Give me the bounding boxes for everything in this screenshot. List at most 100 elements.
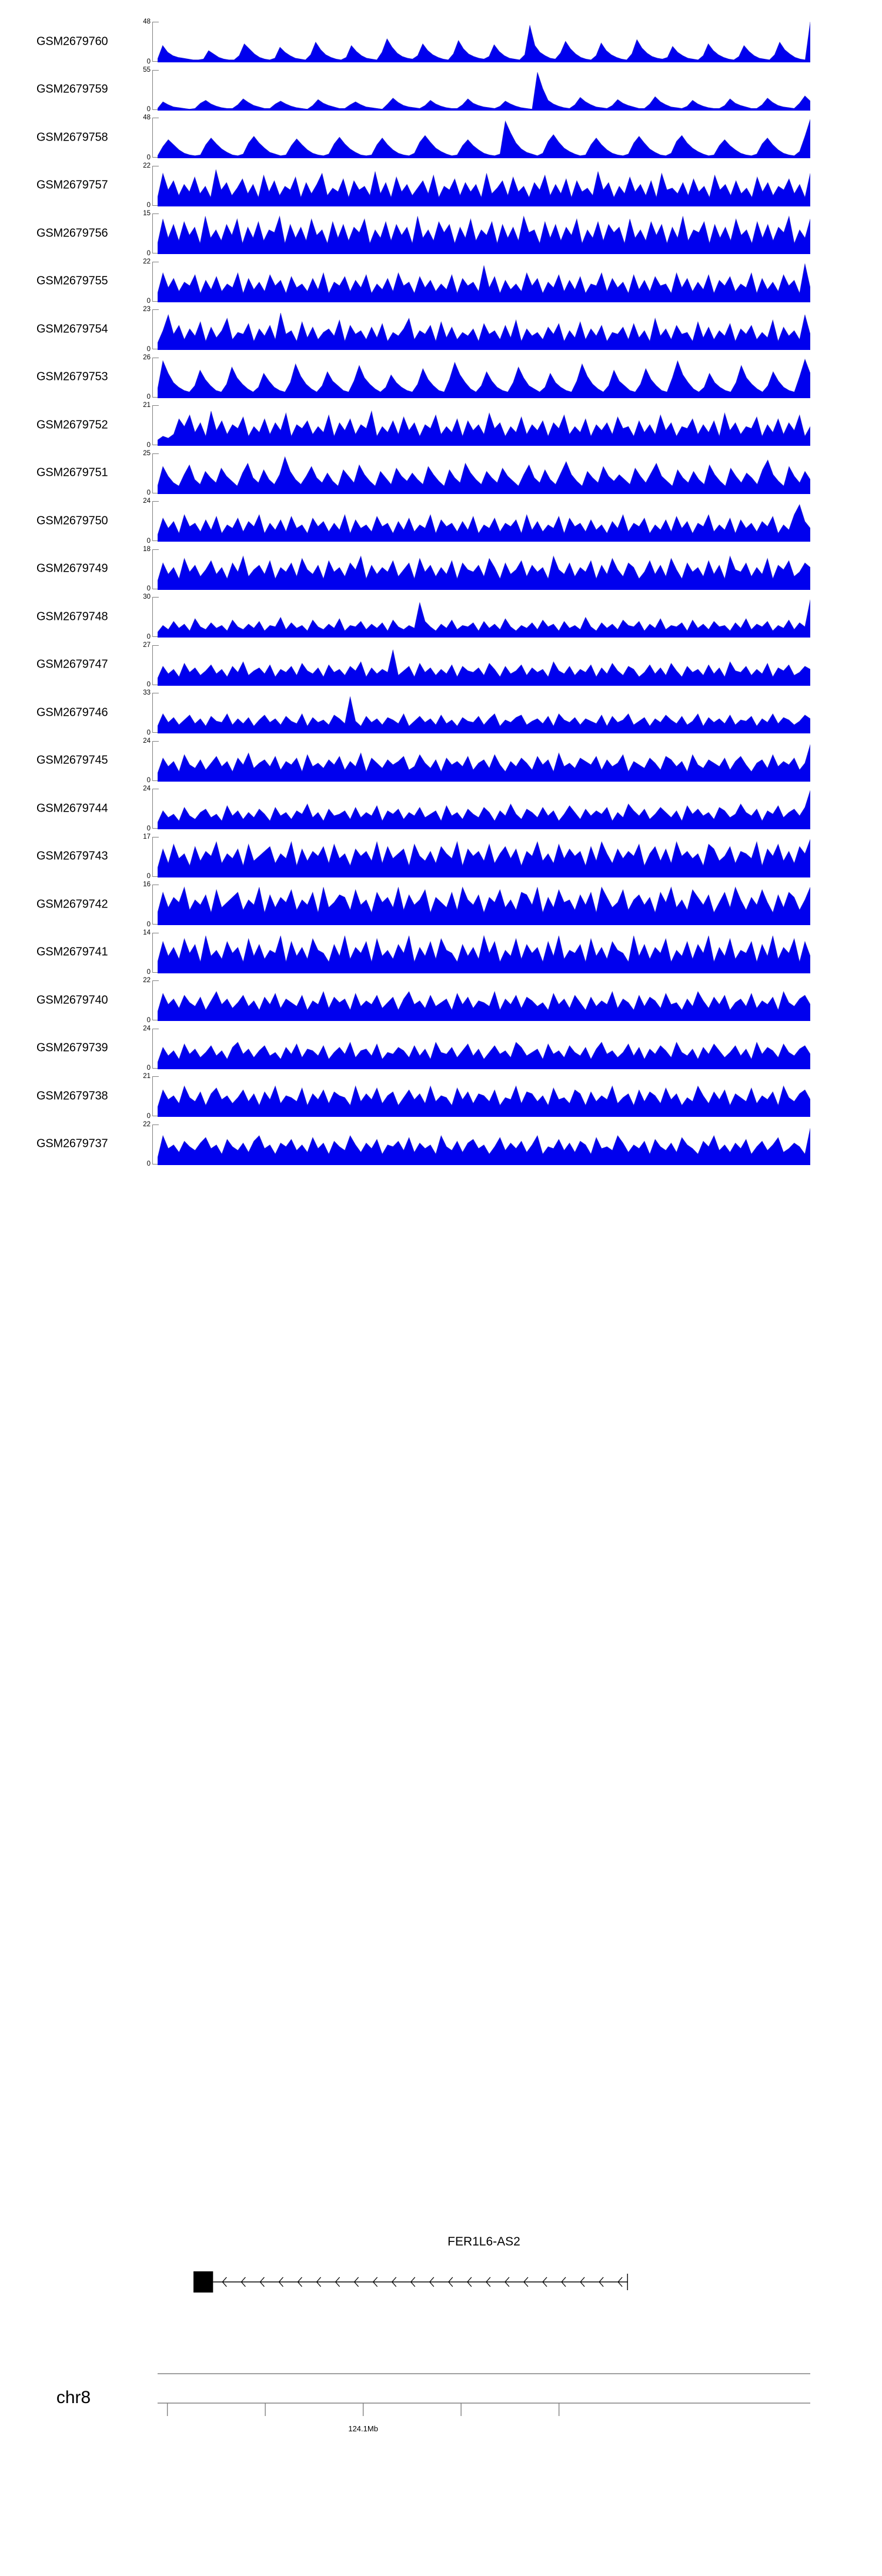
y-axis-bracket xyxy=(152,118,159,158)
coverage-track-row: GSM2679753 26 0 xyxy=(0,353,882,402)
track-y-axis: 21 0 xyxy=(134,402,159,449)
y-axis-bracket xyxy=(152,693,159,733)
track-sample-label: GSM2679749 xyxy=(36,562,108,575)
coverage-track-row: GSM2679744 24 0 xyxy=(0,785,882,833)
y-axis-max-label: 27 xyxy=(143,641,151,649)
y-axis-max-label: 55 xyxy=(143,66,151,74)
coverage-track-row: GSM2679760 48 0 xyxy=(0,18,882,66)
genome-ruler xyxy=(158,2369,810,2440)
y-axis-max-label: 48 xyxy=(143,114,151,121)
track-y-axis: 25 0 xyxy=(134,449,159,496)
track-y-axis: 22 0 xyxy=(134,1120,159,1167)
track-y-axis: 23 0 xyxy=(134,306,159,353)
track-y-axis: 16 0 xyxy=(134,881,159,927)
coverage-plot xyxy=(158,693,810,733)
gene-model-glyph xyxy=(158,2262,810,2301)
coverage-track-row: GSM2679747 27 0 xyxy=(0,641,882,689)
y-axis-min-label: 0 xyxy=(146,537,151,545)
track-y-axis: 24 0 xyxy=(134,1025,159,1072)
track-y-axis: 22 0 xyxy=(134,977,159,1023)
y-axis-max-label: 22 xyxy=(143,977,151,984)
track-sample-label: GSM2679754 xyxy=(36,322,108,336)
y-axis-bracket xyxy=(152,405,159,445)
track-y-axis: 55 0 xyxy=(134,66,159,113)
track-y-axis: 17 0 xyxy=(134,833,159,880)
track-sample-label: GSM2679748 xyxy=(36,610,108,623)
track-y-axis: 18 0 xyxy=(134,546,159,592)
coverage-plot xyxy=(158,597,810,638)
y-axis-min-label: 0 xyxy=(146,58,151,65)
track-y-axis: 21 0 xyxy=(134,1073,159,1120)
y-axis-max-label: 22 xyxy=(143,1120,151,1128)
coverage-track-row: GSM2679746 33 0 xyxy=(0,689,882,737)
coverage-plot xyxy=(158,166,810,206)
coverage-plot xyxy=(158,213,810,254)
coverage-track-row: GSM2679757 22 0 xyxy=(0,162,882,210)
y-axis-max-label: 23 xyxy=(143,306,151,313)
y-axis-bracket xyxy=(152,645,159,685)
coverage-plot xyxy=(158,501,810,542)
track-sample-label: GSM2679745 xyxy=(36,753,108,767)
track-sample-label: GSM2679744 xyxy=(36,802,108,815)
y-axis-min-label: 0 xyxy=(146,1065,151,1072)
y-axis-max-label: 33 xyxy=(143,689,151,696)
coordinate-tick-label: 124.1Mb xyxy=(348,2424,378,2433)
track-sample-label: GSM2679741 xyxy=(36,945,108,959)
coverage-track-row: GSM2679750 24 0 xyxy=(0,497,882,545)
y-axis-max-label: 24 xyxy=(143,1025,151,1032)
track-y-axis: 30 0 xyxy=(134,593,159,640)
track-y-axis: 48 0 xyxy=(134,18,159,65)
track-sample-label: GSM2679753 xyxy=(36,370,108,383)
y-axis-min-label: 0 xyxy=(146,393,151,401)
track-sample-label: GSM2679742 xyxy=(36,897,108,911)
y-axis-min-label: 0 xyxy=(146,1160,151,1167)
y-axis-bracket xyxy=(152,789,159,829)
y-axis-min-label: 0 xyxy=(146,633,151,640)
coverage-track-row: GSM2679738 21 0 xyxy=(0,1072,882,1120)
coverage-plot xyxy=(158,118,810,158)
coverage-plot xyxy=(158,453,810,494)
y-axis-max-label: 25 xyxy=(143,449,151,457)
coverage-track-row: GSM2679745 24 0 xyxy=(0,737,882,785)
coverage-plot xyxy=(158,1125,810,1165)
y-axis-bracket xyxy=(152,22,159,62)
y-axis-min-label: 0 xyxy=(146,249,151,257)
track-y-axis: 24 0 xyxy=(134,498,159,545)
coverage-plot xyxy=(158,885,810,925)
y-axis-min-label: 0 xyxy=(146,202,151,209)
y-axis-min-label: 0 xyxy=(146,1016,151,1024)
track-sample-label: GSM2679738 xyxy=(36,1089,108,1103)
gene-name-label: FER1L6-AS2 xyxy=(447,2235,520,2248)
y-axis-bracket xyxy=(152,453,159,493)
track-sample-label: GSM2679747 xyxy=(36,658,108,671)
y-axis-min-label: 0 xyxy=(146,1112,151,1120)
track-y-axis: 22 0 xyxy=(134,162,159,209)
coverage-track-row: GSM2679737 22 0 xyxy=(0,1120,882,1169)
coverage-track-row: GSM2679740 22 0 xyxy=(0,976,882,1025)
coverage-track-row: GSM2679743 17 0 xyxy=(0,833,882,881)
track-y-axis: 27 0 xyxy=(134,641,159,688)
y-axis-min-label: 0 xyxy=(146,106,151,113)
y-axis-min-label: 0 xyxy=(146,345,151,353)
coverage-plot xyxy=(158,405,810,446)
y-axis-bracket xyxy=(152,885,159,925)
track-y-axis: 24 0 xyxy=(134,738,159,784)
y-axis-bracket xyxy=(152,932,159,973)
coverage-track-row: GSM2679755 22 0 xyxy=(0,258,882,306)
y-axis-min-label: 0 xyxy=(146,729,151,736)
coverage-plot xyxy=(158,741,810,782)
track-sample-label: GSM2679752 xyxy=(36,418,108,432)
track-sample-label: GSM2679751 xyxy=(36,466,108,479)
track-sample-label: GSM2679760 xyxy=(36,35,108,48)
y-axis-bracket xyxy=(152,549,159,589)
y-axis-bracket xyxy=(152,261,159,302)
track-y-axis: 33 0 xyxy=(134,689,159,736)
coverage-plot xyxy=(158,1029,810,1069)
y-axis-min-label: 0 xyxy=(146,441,151,449)
track-sample-label: GSM2679739 xyxy=(36,1041,108,1055)
coverage-plot xyxy=(158,789,810,829)
y-axis-max-label: 24 xyxy=(143,785,151,792)
track-sample-label: GSM2679740 xyxy=(36,993,108,1007)
y-axis-min-label: 0 xyxy=(146,825,151,832)
